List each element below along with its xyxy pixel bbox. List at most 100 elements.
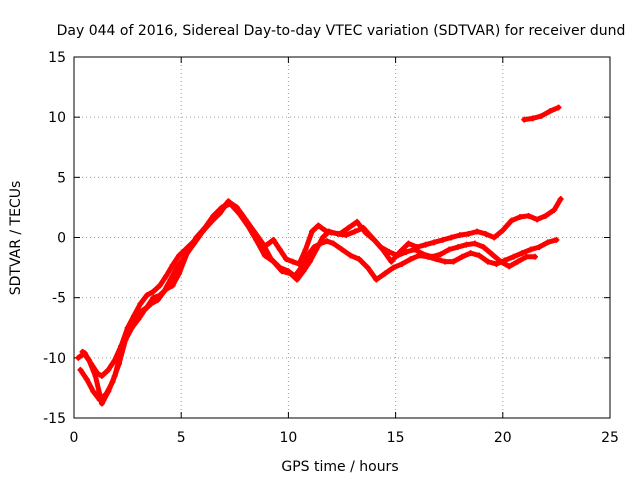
data-point <box>124 330 131 337</box>
data-point <box>77 366 84 373</box>
data-point <box>476 252 483 259</box>
data-point <box>92 372 99 379</box>
series-4 <box>521 104 562 123</box>
data-point <box>184 248 191 255</box>
y-tick-label: -5 <box>52 291 66 307</box>
data-point <box>437 251 444 258</box>
data-point <box>118 348 125 355</box>
data-point <box>347 252 354 259</box>
data-point <box>519 250 526 257</box>
x-tick-label: 15 <box>387 430 405 446</box>
data-point <box>405 240 412 247</box>
data-point <box>446 246 453 253</box>
data-point <box>491 234 498 241</box>
data-point <box>373 276 380 283</box>
data-point <box>193 234 200 241</box>
data-point <box>536 244 543 251</box>
data-point <box>304 252 311 259</box>
data-point <box>156 292 163 299</box>
data-point <box>289 258 296 265</box>
data-point <box>354 218 361 225</box>
data-point <box>538 112 545 119</box>
data-point <box>529 115 536 122</box>
data-point <box>287 270 294 277</box>
data-point <box>534 216 541 223</box>
data-point <box>514 258 521 265</box>
data-point <box>377 244 384 251</box>
data-point <box>143 292 150 299</box>
data-point <box>98 400 105 407</box>
data-point <box>521 116 528 123</box>
x-tick-label: 5 <box>177 430 186 446</box>
x-tick-label: 20 <box>494 430 512 446</box>
data-point <box>429 253 436 260</box>
data-point <box>227 200 234 207</box>
data-point <box>441 258 448 265</box>
y-tick-label: 15 <box>48 50 66 66</box>
y-tick-label: 0 <box>57 231 66 247</box>
data-point <box>557 195 564 202</box>
data-point <box>388 258 395 265</box>
data-point <box>439 236 446 243</box>
data-point <box>156 282 163 289</box>
data-point <box>253 236 260 243</box>
data-point <box>270 236 277 243</box>
series-1 <box>75 195 564 379</box>
data-point <box>403 248 410 255</box>
data-point <box>137 300 144 307</box>
data-point <box>467 250 474 257</box>
data-point <box>339 246 345 253</box>
data-point <box>169 282 176 289</box>
plot-frame <box>73 56 611 419</box>
data-point <box>90 388 97 395</box>
data-point <box>169 262 176 269</box>
data-point <box>201 224 208 231</box>
y-axis-label: SDTVAR / TECUs <box>8 181 24 296</box>
data-point <box>510 253 517 260</box>
data-point <box>351 228 358 235</box>
data-point <box>399 260 406 267</box>
data-point <box>551 206 558 213</box>
data-point <box>516 214 523 221</box>
data-point <box>506 263 513 270</box>
data-point <box>497 258 504 265</box>
data-point <box>544 239 551 246</box>
data-point <box>527 246 534 253</box>
data-point <box>422 241 429 248</box>
y-tick-label: -15 <box>43 411 66 427</box>
data-point <box>531 253 538 260</box>
data-point <box>315 222 322 229</box>
data-point <box>463 241 470 248</box>
data-point <box>300 268 307 275</box>
data-point <box>218 204 225 211</box>
data-point <box>143 304 150 311</box>
data-point <box>508 217 515 224</box>
grid-lines <box>74 57 610 418</box>
data-point <box>111 372 118 379</box>
data-point <box>553 236 560 243</box>
x-tick-label: 10 <box>279 430 297 446</box>
data-point <box>150 294 157 301</box>
data-point <box>176 252 183 259</box>
data-point <box>499 227 506 234</box>
series-3 <box>79 200 538 407</box>
data-point <box>394 252 401 259</box>
data-point <box>345 224 352 231</box>
data-point <box>411 246 418 253</box>
data-point <box>448 234 455 241</box>
data-point <box>390 264 397 271</box>
data-point <box>343 232 350 239</box>
data-point <box>386 248 393 255</box>
data-point <box>150 288 157 295</box>
data-point <box>356 256 363 263</box>
data-point <box>555 104 562 111</box>
data-point <box>137 309 144 316</box>
data-point <box>210 212 217 219</box>
data-point <box>276 246 283 253</box>
data-point <box>471 240 478 247</box>
data-point <box>381 270 388 277</box>
data-series <box>75 104 564 407</box>
data-point <box>261 252 268 259</box>
data-point <box>465 230 472 237</box>
data-point <box>313 246 320 253</box>
